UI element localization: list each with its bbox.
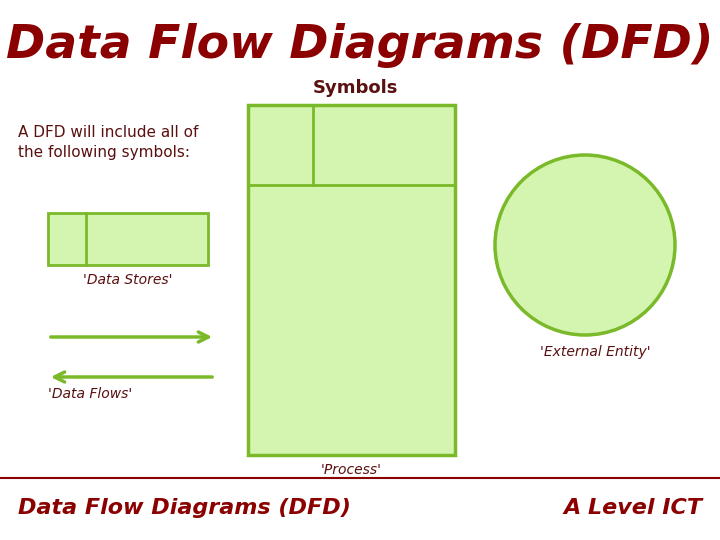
Bar [248, 105, 455, 455]
Text: 'Data Stores': 'Data Stores' [84, 273, 173, 287]
Text: A DFD will include all of
the following symbols:: A DFD will include all of the following … [18, 125, 199, 160]
Text: Data Flow Diagrams (DFD): Data Flow Diagrams (DFD) [6, 23, 714, 68]
Circle shape [495, 155, 675, 335]
Text: 'Process': 'Process' [321, 463, 382, 477]
Text: A Level ICT: A Level ICT [563, 498, 702, 518]
Text: 'External Entity': 'External Entity' [540, 345, 650, 359]
Text: Symbols: Symbols [312, 79, 397, 97]
Text: 'Data Flows': 'Data Flows' [48, 387, 132, 401]
Bar [48, 213, 208, 265]
Text: Data Flow Diagrams (DFD): Data Flow Diagrams (DFD) [18, 498, 351, 518]
